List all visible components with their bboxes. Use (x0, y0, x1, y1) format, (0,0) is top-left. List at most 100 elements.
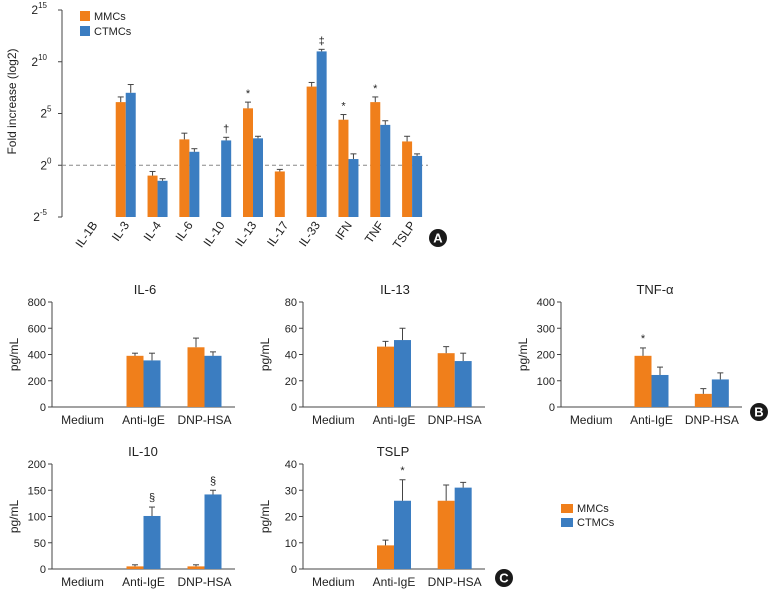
panel-b-il-13-y-tick-label: 40 (285, 350, 297, 362)
panel-badge-circle (750, 403, 768, 421)
panel-c-il-10-y-tick-label: 150 (28, 485, 46, 497)
panel-a-x-tick-label: IL-33 (296, 218, 323, 249)
bar-b-il-6-dnp-hsa-ctmcs (204, 355, 222, 407)
panel-a-x-tick-label: IL-4 (141, 218, 165, 243)
bar-a-il-33-mmcs (306, 86, 317, 217)
panel-c-il-10-x-tick-label: Medium (61, 575, 104, 589)
panel-c-il-10-y-axis-title: pg/mL (7, 500, 21, 534)
bar-c-il-10-anti-ige-mmcs (126, 566, 144, 569)
bar-c-tslp-anti-ige-mmcs (377, 545, 394, 569)
bar-a-il-6-ctmcs (189, 151, 200, 217)
bar-c-il-10-dnp-hsa-mmcs (187, 566, 205, 569)
panel-b-il-13-y-axis-title: pg/mL (258, 338, 272, 372)
panel-b-tnf-x-tick-label: DNP-HSA (685, 413, 739, 427)
panel-c-tslp-y-tick-label: 30 (285, 485, 297, 497)
panel-badge-label: B (754, 405, 763, 420)
panel-a-y-tick-label: 210 (31, 53, 47, 69)
panel-b-tnf-x-tick-label: Medium (570, 413, 613, 427)
panel-b-tnf-y-tick-label: 300 (537, 323, 555, 335)
panel-b-il-13-x-tick-label: Anti-IgE (373, 413, 416, 427)
panel-a-y-axis-title: Fold increase (log2) (5, 48, 19, 154)
bar-a-il-6-mmcs (179, 139, 190, 217)
legend-swatch-ctmcs (80, 26, 90, 36)
significance-marker: § (210, 475, 216, 487)
panel-a-x-tick-label: TSLP (390, 219, 419, 252)
panel-b-il-6-y-tick-label: 200 (28, 376, 46, 388)
panel-a-y-tick-exponent: 5 (47, 105, 52, 114)
bar-c-il-10-dnp-hsa-ctmcs (204, 494, 222, 569)
bar-b-il-13-dnp-hsa-ctmcs (454, 361, 472, 407)
bar-a-il-4-ctmcs (157, 180, 168, 217)
bar-a-il-33-ctmcs (316, 51, 327, 218)
panel-a-x-tick-label: IL-6 (172, 218, 196, 243)
panel-a-x-tick-label: IL-10 (200, 218, 227, 249)
panel-a-y-tick-label: 25 (40, 105, 52, 121)
bar-a-ifn-ctmcs (348, 159, 359, 217)
panel-b-il-6-title: IL-6 (134, 282, 156, 297)
bar-a-il-10-ctmcs (221, 140, 232, 217)
panel-badge-circle (495, 569, 513, 587)
bar-a-tnf-mmcs (370, 102, 381, 217)
panel-b-il-6-x-tick-label: DNP-HSA (177, 413, 231, 427)
panel-b-tnf-y-tick-label: 400 (537, 297, 555, 309)
bar-b-tnf-anti-ige-mmcs (634, 355, 652, 407)
panel-a-x-tick-label: IL-13 (232, 218, 259, 249)
legend-bc-swatch-ctmcs (561, 518, 573, 527)
bar-a-ifn-mmcs (338, 119, 349, 217)
legend-bc-label-mmcs: MMCs (577, 503, 609, 515)
panel-a-y-tick-exponent: 0 (47, 156, 52, 165)
bar-b-il-6-dnp-hsa-mmcs (187, 347, 205, 407)
legend-bc-label-ctmcs: CTMCs (577, 517, 615, 529)
panel-b-il-13-x-tick-label: Medium (312, 413, 355, 427)
panel-b-il-6-y-tick-label: 0 (40, 402, 46, 414)
panel-c-il-10-x-tick-label: DNP-HSA (177, 575, 231, 589)
panel-c-il-10-y-tick-label: 50 (34, 538, 46, 550)
panel-c-tslp-y-tick-label: 10 (285, 538, 297, 550)
panel-c-tslp-x-tick-label: Anti-IgE (373, 575, 416, 589)
panel-c-tslp-y-axis-title: pg/mL (258, 500, 272, 534)
bar-c-il-10-anti-ige-ctmcs (143, 515, 161, 569)
significance-marker: * (400, 465, 405, 477)
panel-b-il-6-y-tick-label: 600 (28, 323, 46, 335)
panel-b-il-6-y-tick-label: 800 (28, 297, 46, 309)
bar-a-il-13-mmcs (243, 108, 253, 217)
significance-marker: * (641, 333, 646, 345)
bar-c-tslp-anti-ige-ctmcs (394, 500, 411, 569)
bar-a-il-13-ctmcs (253, 138, 263, 217)
panel-c-tslp-y-tick-label: 0 (291, 564, 297, 576)
significance-marker: † (223, 123, 229, 135)
panel-badge-label: C (499, 571, 509, 586)
bar-a-il-3-ctmcs (125, 92, 136, 217)
panel-a-x-tick-label: IL-3 (109, 218, 133, 243)
panel-c-tslp-x-tick-label: Medium (312, 575, 355, 589)
panel-b-il-13-y-tick-label: 20 (285, 376, 297, 388)
panel-b-il-6-y-axis-title: pg/mL (7, 338, 21, 372)
panel-b-il-6-y-tick-label: 400 (28, 350, 46, 362)
panel-c-tslp-title: TSLP (377, 444, 410, 459)
bar-b-il-13-anti-ige-ctmcs (394, 340, 411, 407)
bar-a-il-3-mmcs (115, 102, 126, 217)
panel-c-il-10-title: IL-10 (128, 444, 158, 459)
panel-c-tslp-y-tick-label: 40 (285, 459, 297, 471)
significance-marker: * (373, 83, 378, 95)
significance-marker: § (149, 492, 155, 504)
panel-b-il-13-y-tick-label: 60 (285, 323, 297, 335)
panel-a-y-tick-exponent: -5 (40, 208, 48, 217)
panel-b-tnf-y-tick-label: 200 (537, 350, 555, 362)
panel-b-tnf-x-tick-label: Anti-IgE (630, 413, 673, 427)
panel-b-il-13-title: IL-13 (380, 282, 410, 297)
bar-a-tnf-ctmcs (380, 124, 391, 217)
panel-b-il-13-x-tick-label: DNP-HSA (428, 413, 482, 427)
panel-badge-circle (429, 229, 447, 247)
panel-badge-label: A (433, 231, 443, 246)
significance-marker: ‡ (319, 35, 325, 47)
panel-a-y-tick-label: 2-5 (33, 208, 47, 224)
panel-c-il-10-y-tick-label: 100 (28, 512, 46, 524)
panel-b-il-6-x-tick-label: Anti-IgE (122, 413, 165, 427)
bar-b-il-6-anti-ige-ctmcs (143, 360, 161, 407)
panel-c-tslp-x-tick-label: DNP-HSA (428, 575, 482, 589)
panel-a-x-tick-label: IFN (332, 219, 355, 243)
panel-a-y-tick-label: 215 (31, 1, 47, 17)
panel-a-x-tick-label: IL-17 (264, 218, 291, 249)
